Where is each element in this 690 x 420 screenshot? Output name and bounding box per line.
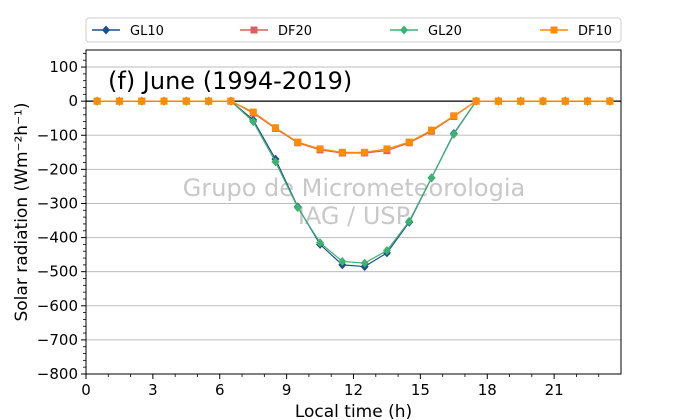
watermark-line: Grupo de Micrometeorologia <box>183 174 525 202</box>
data-point-gl20 <box>405 216 414 226</box>
data-point-df10 <box>606 97 614 105</box>
data-point-df10 <box>316 145 324 153</box>
data-point-gl20 <box>338 256 347 266</box>
data-point-df10 <box>182 97 190 105</box>
data-point-gl20 <box>271 157 280 167</box>
y-tick-label: −600 <box>37 297 78 315</box>
data-point-gl20 <box>360 258 369 268</box>
data-point-df10 <box>517 97 525 105</box>
x-tick-label: 0 <box>81 381 91 399</box>
data-point-gl20 <box>427 173 436 183</box>
data-point-df10 <box>472 97 480 105</box>
y-tick-label: −500 <box>37 263 78 281</box>
series-line-df20 <box>97 100 610 154</box>
data-point-df10 <box>494 97 502 105</box>
data-point-df10 <box>138 97 146 105</box>
x-tick-label: 15 <box>411 381 430 399</box>
data-point-df10 <box>383 145 391 153</box>
data-point-df10 <box>561 97 569 105</box>
data-point-gl20 <box>316 238 325 248</box>
x-axis-label: Local time (h) <box>295 402 412 420</box>
y-tick-label: −800 <box>37 365 78 383</box>
x-tick-label: 12 <box>344 381 363 399</box>
x-tick-label: 18 <box>478 381 497 399</box>
legend-marker-gl10 <box>102 25 110 35</box>
legend-marker-df20 <box>250 26 258 34</box>
data-point-df10 <box>361 148 369 156</box>
data-point-df10 <box>227 97 235 105</box>
data-point-df10 <box>205 97 213 105</box>
x-tick-label: 3 <box>148 381 158 399</box>
series-df20 <box>93 97 614 157</box>
legend-item-gl20: GL20 <box>390 24 462 39</box>
x-tick-label: 9 <box>282 381 292 399</box>
legend-item-df20: DF20 <box>240 24 312 39</box>
data-point-df10 <box>450 112 458 120</box>
legend-item-df10: DF10 <box>540 24 612 39</box>
chart-title: (f) June (1994-2019) <box>108 67 352 95</box>
legend-label-gl20: GL20 <box>428 24 462 39</box>
data-point-gl20 <box>249 117 258 127</box>
data-point-df10 <box>160 97 168 105</box>
series-line-df10 <box>97 100 610 153</box>
x-tick-label: 6 <box>215 381 225 399</box>
legend-box <box>85 17 622 43</box>
x-tick-label: 21 <box>545 381 564 399</box>
data-point-df10 <box>584 97 592 105</box>
data-point-gl20 <box>449 129 458 139</box>
data-point-df10 <box>271 124 279 132</box>
y-tick-label: −100 <box>37 126 78 144</box>
y-tick-label: −200 <box>37 160 78 178</box>
data-point-df10 <box>338 148 346 156</box>
legend-label-df10: DF10 <box>578 24 612 39</box>
data-point-df10 <box>93 97 101 105</box>
legend: GL10 DF20 GL20 DF10 <box>85 17 622 43</box>
series-df10 <box>93 97 614 156</box>
series-layer <box>93 96 614 272</box>
legend-marker-df10 <box>550 26 558 34</box>
data-point-df10 <box>115 97 123 105</box>
data-point-df10 <box>539 97 547 105</box>
data-point-df10 <box>405 138 413 146</box>
legend-marker-gl20 <box>400 25 408 35</box>
watermark-line: IAG / USP <box>298 202 410 230</box>
y-axis-label: Solar radiation (Wm⁻²h⁻¹) <box>12 102 32 321</box>
data-point-df10 <box>294 138 302 146</box>
legend-label-gl10: GL10 <box>130 24 164 39</box>
y-tick-label: −700 <box>37 331 78 349</box>
y-tick-label: −300 <box>37 194 78 212</box>
y-axis: −800 −700 −600 −500 −400 −300 −200 −100 0 100 <box>37 53 86 383</box>
x-axis: 0 3 6 9 12 15 18 21 <box>81 374 600 399</box>
legend-item-gl10: GL10 <box>92 24 164 39</box>
legend-label-df20: DF20 <box>278 24 312 39</box>
data-point-df10 <box>428 126 436 134</box>
y-tick-label: 100 <box>49 58 78 76</box>
data-point-gl20 <box>382 246 391 256</box>
y-tick-label: −400 <box>37 229 78 247</box>
data-point-df10 <box>249 108 257 116</box>
y-tick-label: 0 <box>68 92 78 110</box>
data-point-gl20 <box>293 203 302 213</box>
